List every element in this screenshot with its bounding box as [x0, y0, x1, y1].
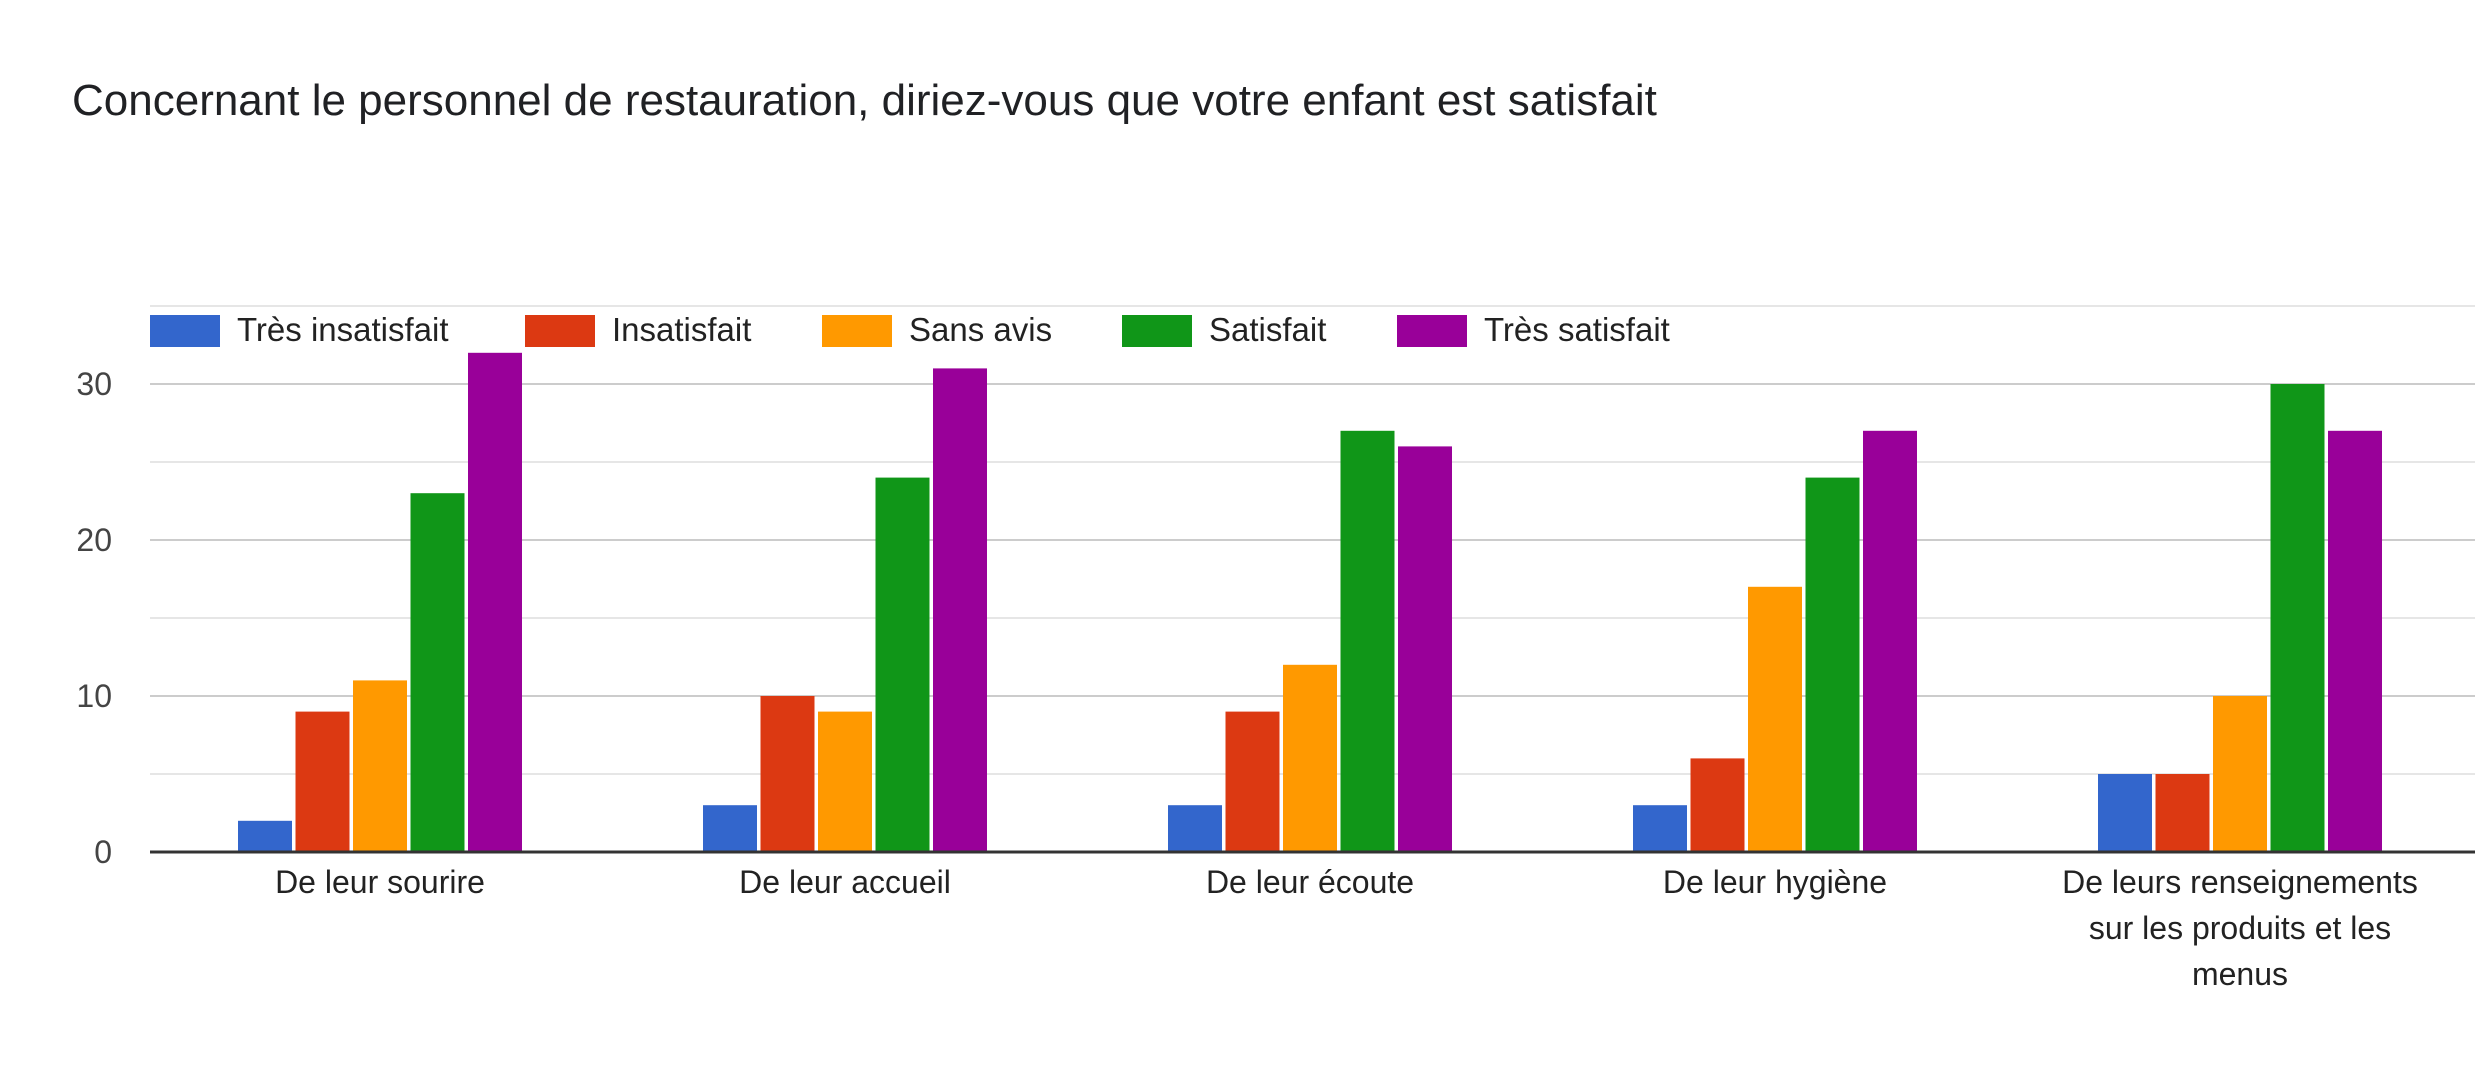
legend-swatch: [1397, 315, 1467, 347]
x-tick-label: menus: [2192, 956, 2288, 992]
bar-2-4: [1690, 758, 1745, 852]
bar-5-5: [2328, 430, 2382, 852]
bar-4-2: [875, 477, 930, 852]
legend-swatch: [150, 315, 220, 347]
bar-1-5: [2098, 774, 2152, 852]
bar-5-1: [468, 352, 522, 852]
bar-5-4: [1863, 430, 1917, 852]
y-tick-label: 20: [76, 522, 112, 558]
x-tick-label: De leur hygiène: [1663, 864, 1887, 900]
bar-2-2: [760, 696, 815, 852]
y-tick-label: 30: [76, 366, 112, 402]
bar-2-3: [1225, 711, 1280, 852]
legend-label: Sans avis: [909, 311, 1052, 348]
bar-5-3: [1398, 446, 1452, 852]
y-tick-label: 10: [76, 678, 112, 714]
bar-3-3: [1283, 664, 1337, 852]
x-tick-label: sur les produits et les: [2089, 910, 2391, 946]
bar-1-2: [703, 805, 757, 852]
bar-3-1: [353, 680, 407, 852]
x-tick-label: De leur écoute: [1206, 864, 1414, 900]
bar-4-5: [2270, 384, 2325, 852]
bar-1-4: [1633, 805, 1687, 852]
bar-4-1: [410, 493, 465, 852]
bar-1-3: [1168, 805, 1222, 852]
bar-5-2: [933, 368, 987, 852]
x-tick-label: De leur accueil: [739, 864, 951, 900]
chart-title: Concernant le personnel de restauration,…: [72, 76, 1657, 125]
bar-3-4: [1748, 586, 1802, 852]
bar-2-1: [295, 711, 350, 852]
legend-label: Insatisfait: [612, 311, 751, 348]
y-tick-label: 0: [94, 834, 112, 870]
bar-3-2: [818, 711, 872, 852]
bar-4-4: [1805, 477, 1860, 852]
legend-label: Très satisfait: [1484, 311, 1670, 348]
bar-4-3: [1340, 430, 1395, 852]
x-tick-label: De leur sourire: [275, 864, 485, 900]
legend-label: Satisfait: [1209, 311, 1326, 348]
bar-3-5: [2213, 696, 2267, 852]
legend-swatch: [1122, 315, 1192, 347]
legend-swatch: [822, 315, 892, 347]
bar-1-1: [238, 820, 292, 852]
bar-2-5: [2155, 774, 2210, 852]
legend-swatch: [525, 315, 595, 347]
x-tick-label: De leurs renseignements: [2062, 864, 2418, 900]
legend-label: Très insatisfait: [237, 311, 449, 348]
